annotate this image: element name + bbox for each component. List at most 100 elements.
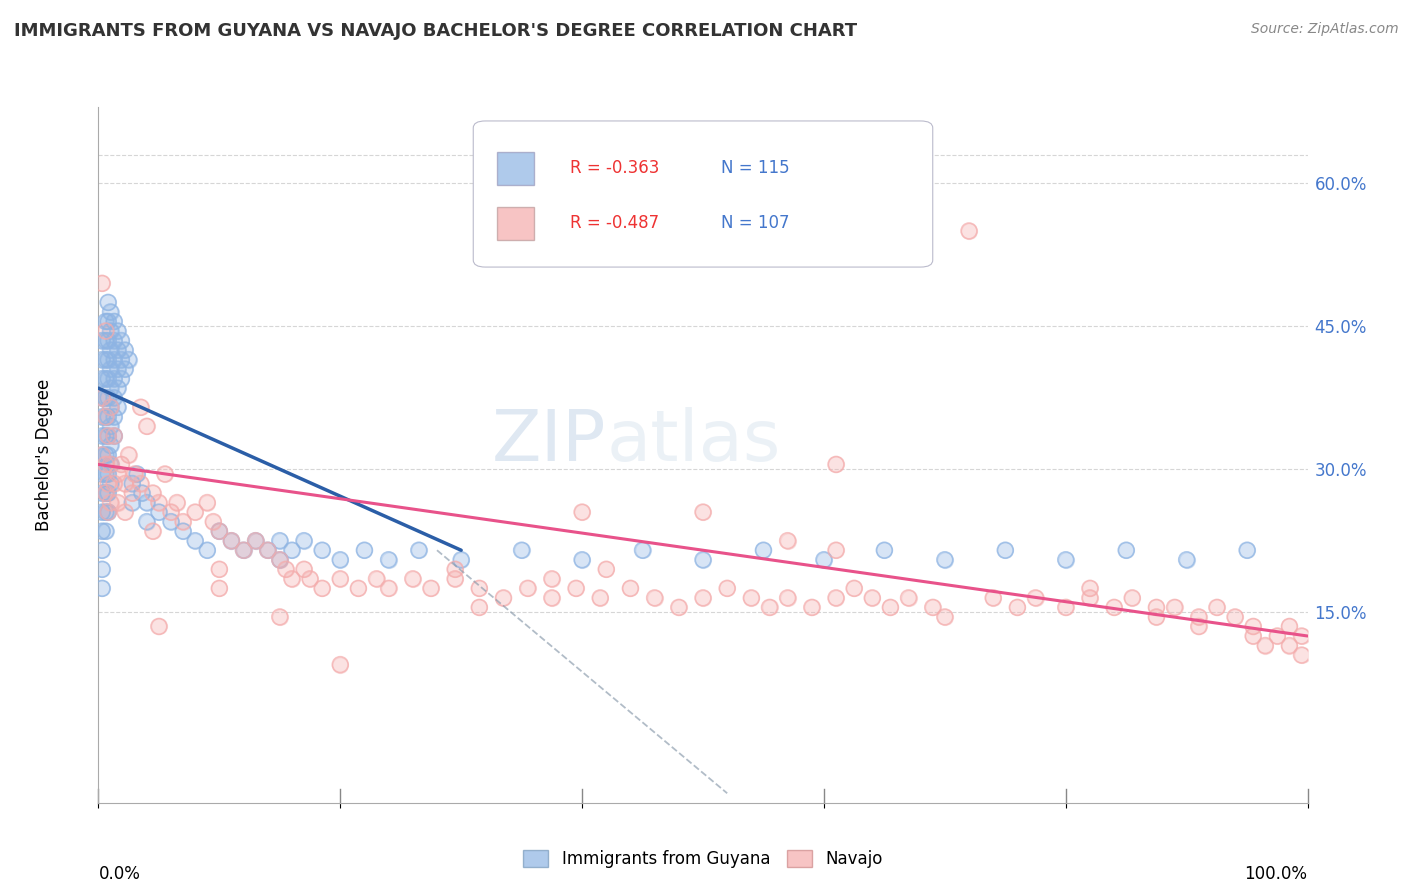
Point	[269, 610, 291, 624]
Point	[91, 391, 114, 405]
Point	[740, 591, 762, 605]
Point	[1121, 591, 1143, 605]
Point	[221, 533, 243, 548]
Point	[516, 582, 538, 596]
Point	[172, 515, 194, 529]
Point	[103, 409, 125, 424]
Point	[107, 401, 129, 415]
Point	[148, 505, 170, 519]
Point	[184, 505, 207, 519]
Point	[402, 572, 425, 586]
Point	[256, 543, 278, 558]
Point	[776, 533, 799, 548]
Point	[444, 572, 467, 586]
Point	[208, 524, 231, 538]
Point	[752, 543, 775, 558]
Point	[172, 524, 194, 538]
Point	[1078, 591, 1101, 605]
Point	[110, 458, 132, 472]
Point	[221, 533, 243, 548]
Point	[1206, 600, 1229, 615]
Point	[1267, 629, 1289, 643]
Point	[94, 505, 117, 519]
Point	[232, 543, 254, 558]
Point	[269, 553, 291, 567]
Point	[408, 543, 430, 558]
Point	[299, 572, 322, 586]
Point	[160, 515, 183, 529]
Point	[245, 533, 267, 548]
Point	[91, 582, 114, 596]
Point	[114, 362, 136, 376]
FancyBboxPatch shape	[498, 207, 534, 241]
Point	[94, 458, 117, 472]
Point	[100, 324, 122, 338]
Point	[107, 467, 129, 481]
Point	[1291, 648, 1313, 662]
Point	[800, 600, 823, 615]
Point	[107, 495, 129, 509]
Point	[311, 582, 333, 596]
Point	[91, 448, 114, 462]
Point	[377, 553, 399, 567]
Point	[100, 495, 122, 509]
Point	[329, 572, 352, 586]
Point	[589, 591, 612, 605]
Point	[281, 572, 304, 586]
Point	[541, 591, 564, 605]
Point	[1206, 600, 1229, 615]
Point	[103, 476, 125, 491]
FancyBboxPatch shape	[498, 152, 534, 185]
Point	[468, 600, 491, 615]
Point	[1188, 619, 1211, 633]
Point	[311, 543, 333, 558]
Point	[97, 334, 120, 348]
Point	[91, 277, 114, 291]
Point	[1115, 543, 1137, 558]
Point	[377, 582, 399, 596]
Point	[1146, 610, 1168, 624]
Point	[565, 582, 588, 596]
Point	[1115, 543, 1137, 558]
Point	[97, 467, 120, 481]
Point	[91, 409, 114, 424]
Point	[1223, 610, 1246, 624]
Point	[329, 553, 352, 567]
Point	[1278, 639, 1301, 653]
Point	[1241, 629, 1264, 643]
Text: Bachelor's Degree: Bachelor's Degree	[35, 379, 53, 531]
Point	[510, 543, 533, 558]
Point	[94, 486, 117, 500]
Point	[1254, 639, 1277, 653]
Point	[94, 409, 117, 424]
Point	[269, 533, 291, 548]
Point	[208, 524, 231, 538]
Point	[825, 458, 848, 472]
Point	[142, 524, 165, 538]
Point	[1024, 591, 1046, 605]
Point	[195, 495, 218, 509]
Point	[91, 582, 114, 596]
Point	[921, 600, 943, 615]
Point	[142, 524, 165, 538]
Point	[91, 391, 114, 405]
Point	[97, 314, 120, 328]
Point	[1223, 610, 1246, 624]
Point	[957, 224, 980, 238]
Point	[100, 305, 122, 319]
Point	[292, 533, 315, 548]
Point	[347, 582, 370, 596]
Point	[1278, 619, 1301, 633]
Point	[107, 495, 129, 509]
Point	[311, 543, 333, 558]
Point	[148, 619, 170, 633]
Point	[97, 505, 120, 519]
Point	[1278, 619, 1301, 633]
Point	[94, 458, 117, 472]
Point	[97, 486, 120, 500]
Point	[208, 582, 231, 596]
Point	[114, 343, 136, 357]
Point	[97, 505, 120, 519]
Point	[269, 610, 291, 624]
Point	[94, 324, 117, 338]
